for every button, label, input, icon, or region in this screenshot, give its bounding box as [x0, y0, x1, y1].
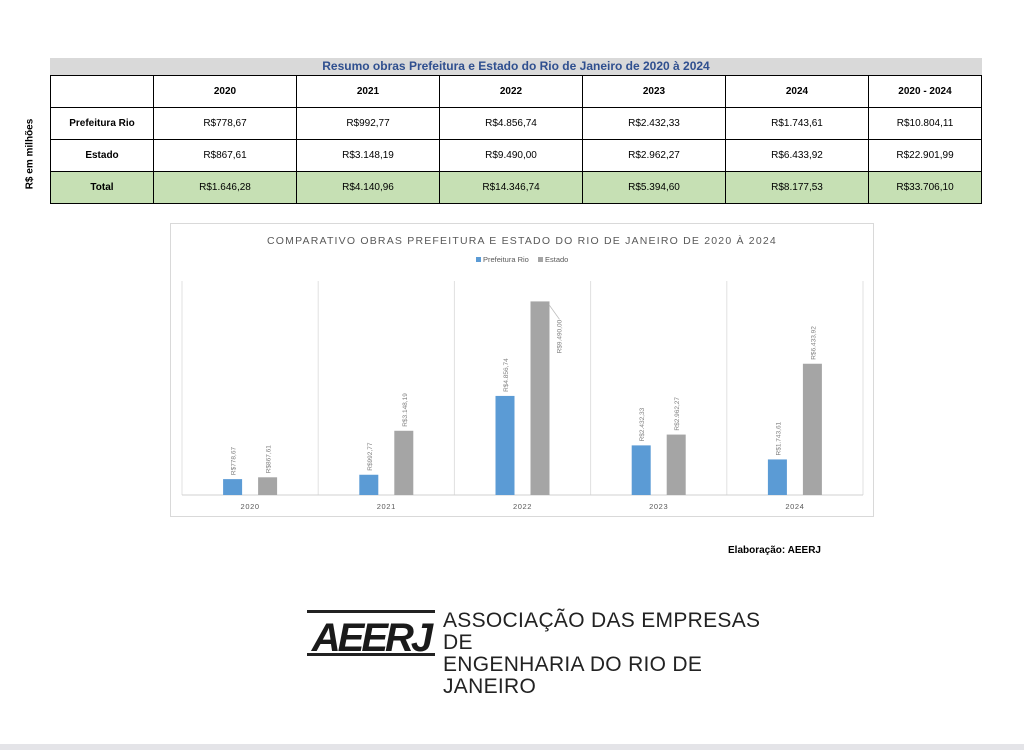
- data-label: R$2.432,33: [639, 407, 646, 441]
- bar: [631, 445, 651, 495]
- x-tick-label: 2021: [377, 502, 396, 511]
- table-title: Resumo obras Prefeitura e Estado do Rio …: [50, 58, 982, 75]
- credit-text: Elaboração: AEERJ: [728, 545, 821, 556]
- table-cell: R$1.646,28: [153, 171, 297, 204]
- table-row: Estado R$867,61 R$3.148,19 R$9.490,00 R$…: [50, 139, 982, 172]
- data-label: R$1.743,61: [775, 421, 782, 455]
- aeerj-logo: AEERJ ASSOCIAÇÃO DAS EMPRESAS DE ENGENHA…: [307, 608, 777, 698]
- bar: [666, 434, 686, 495]
- bar: [359, 474, 379, 495]
- header-cell: [50, 75, 154, 108]
- logo-wordmark: ASSOCIAÇÃO DAS EMPRESAS DE ENGENHARIA DO…: [443, 610, 777, 698]
- header-cell: 2023: [582, 75, 726, 108]
- table-cell: R$3.148,19: [296, 139, 440, 172]
- bar: [258, 477, 278, 495]
- header-cell: 2024: [725, 75, 869, 108]
- data-label: R$3.148,19: [402, 393, 409, 427]
- data-label-leader: [549, 305, 560, 320]
- table-row: Prefeitura Rio R$778,67 R$992,77 R$4.856…: [50, 107, 982, 140]
- table-cell: R$2.432,33: [582, 107, 726, 140]
- table-cell: R$10.804,11: [868, 107, 982, 140]
- logo-line-2: ENGENHARIA DO RIO DE JANEIRO: [443, 653, 703, 698]
- table-total-row: Total R$1.646,28 R$4.140,96 R$14.346,74 …: [50, 171, 982, 204]
- table-cell: R$2.962,27: [582, 139, 726, 172]
- table-cell: R$5.394,60: [582, 171, 726, 204]
- data-label: R$2.962,27: [674, 397, 681, 431]
- table-header-row: 2020 2021 2022 2023 2024 2020 - 2024: [50, 75, 982, 108]
- x-tick-label: 2023: [649, 502, 668, 511]
- data-label: R$867,61: [266, 445, 273, 474]
- bar: [767, 459, 787, 495]
- x-tick-label: 2022: [513, 502, 532, 511]
- bar: [495, 395, 515, 495]
- legend-swatch: [538, 257, 543, 262]
- bar-chart: COMPARATIVO OBRAS PREFEITURA E ESTADO DO…: [170, 223, 874, 517]
- header-cell: 2021: [296, 75, 440, 108]
- bar: [223, 479, 243, 495]
- bottom-strip: [0, 744, 1024, 750]
- x-tick-label: 2020: [241, 502, 260, 511]
- data-table: 2020 2021 2022 2023 2024 2020 - 2024 Pre…: [50, 75, 982, 204]
- bar: [802, 363, 822, 495]
- header-cell: 2020 - 2024: [868, 75, 982, 108]
- data-label: R$992,77: [367, 442, 374, 471]
- data-label: R$4.856,74: [503, 358, 510, 392]
- header-cell: 2022: [439, 75, 583, 108]
- legend-entry: Prefeitura Rio: [483, 255, 529, 264]
- row-label: Estado: [50, 139, 154, 172]
- table-cell: R$992,77: [296, 107, 440, 140]
- header-cell: 2020: [153, 75, 297, 108]
- table-cell: R$33.706,10: [868, 171, 982, 204]
- side-axis-label: R$ em milhões: [10, 104, 50, 204]
- table-cell: R$4.856,74: [439, 107, 583, 140]
- data-label: R$6.433,92: [810, 326, 817, 360]
- table-cell: R$1.743,61: [725, 107, 869, 140]
- data-label: R$9.490,00: [557, 319, 564, 353]
- table-cell: R$778,67: [153, 107, 297, 140]
- table-cell: R$6.433,92: [725, 139, 869, 172]
- row-label: Prefeitura Rio: [50, 107, 154, 140]
- side-axis-label-text: R$ em milhões: [24, 118, 36, 190]
- legend-swatch: [476, 257, 481, 262]
- chart-title: COMPARATIVO OBRAS PREFEITURA E ESTADO DO…: [267, 234, 777, 247]
- logo-line-1: ASSOCIAÇÃO DAS EMPRESAS DE: [443, 609, 761, 654]
- row-label: Total: [50, 171, 154, 204]
- bar: [394, 430, 414, 495]
- x-tick-label: 2024: [785, 502, 804, 511]
- table-cell: R$9.490,00: [439, 139, 583, 172]
- aeerj-logo-mark: AEERJ: [307, 610, 435, 656]
- chart-canvas: COMPARATIVO OBRAS PREFEITURA E ESTADO DO…: [181, 234, 864, 511]
- logo-mark-text: AEERJ: [311, 616, 434, 656]
- data-label: R$778,67: [231, 447, 238, 476]
- table-cell: R$867,61: [153, 139, 297, 172]
- legend-entry: Estado: [545, 255, 568, 264]
- table-cell: R$22.901,99: [868, 139, 982, 172]
- table-cell: R$4.140,96: [296, 171, 440, 204]
- table-cell: R$8.177,53: [725, 171, 869, 204]
- table-cell: R$14.346,74: [439, 171, 583, 204]
- summary-table: Resumo obras Prefeitura e Estado do Rio …: [50, 58, 982, 204]
- bar: [530, 301, 550, 495]
